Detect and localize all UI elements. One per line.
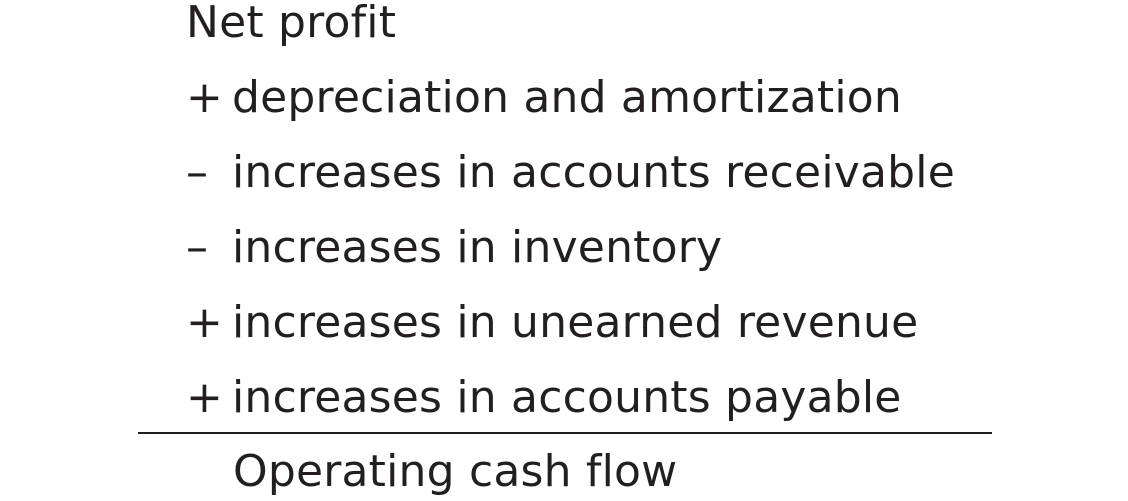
minus-sign: – — [186, 222, 209, 273]
line-accounts-payable: + increases in accounts payable — [186, 372, 902, 424]
minus-sign: – — [186, 147, 209, 198]
item-label: increases in accounts payable — [232, 372, 902, 423]
item-label: increases in unearned revenue — [232, 297, 919, 348]
item-label: increases in inventory — [232, 222, 723, 273]
line-accounts-receivable: – increases in accounts receivable — [186, 147, 955, 199]
line-unearned-revenue: + increases in unearned revenue — [186, 297, 918, 349]
plus-sign: + — [186, 72, 224, 123]
plus-sign: + — [186, 297, 224, 348]
item-label: Net profit — [186, 0, 397, 48]
result-operating-cash-flow: Operating cash flow — [233, 446, 678, 497]
line-depreciation-amortization: + depreciation and amortization — [186, 72, 902, 124]
plus-sign: + — [186, 372, 224, 423]
line-inventory: – increases in inventory — [186, 222, 722, 274]
sum-divider-line — [138, 432, 992, 434]
item-label: depreciation and amortization — [232, 72, 902, 123]
line-net-profit: Net profit — [186, 0, 396, 49]
item-label: increases in accounts receivable — [232, 147, 955, 198]
